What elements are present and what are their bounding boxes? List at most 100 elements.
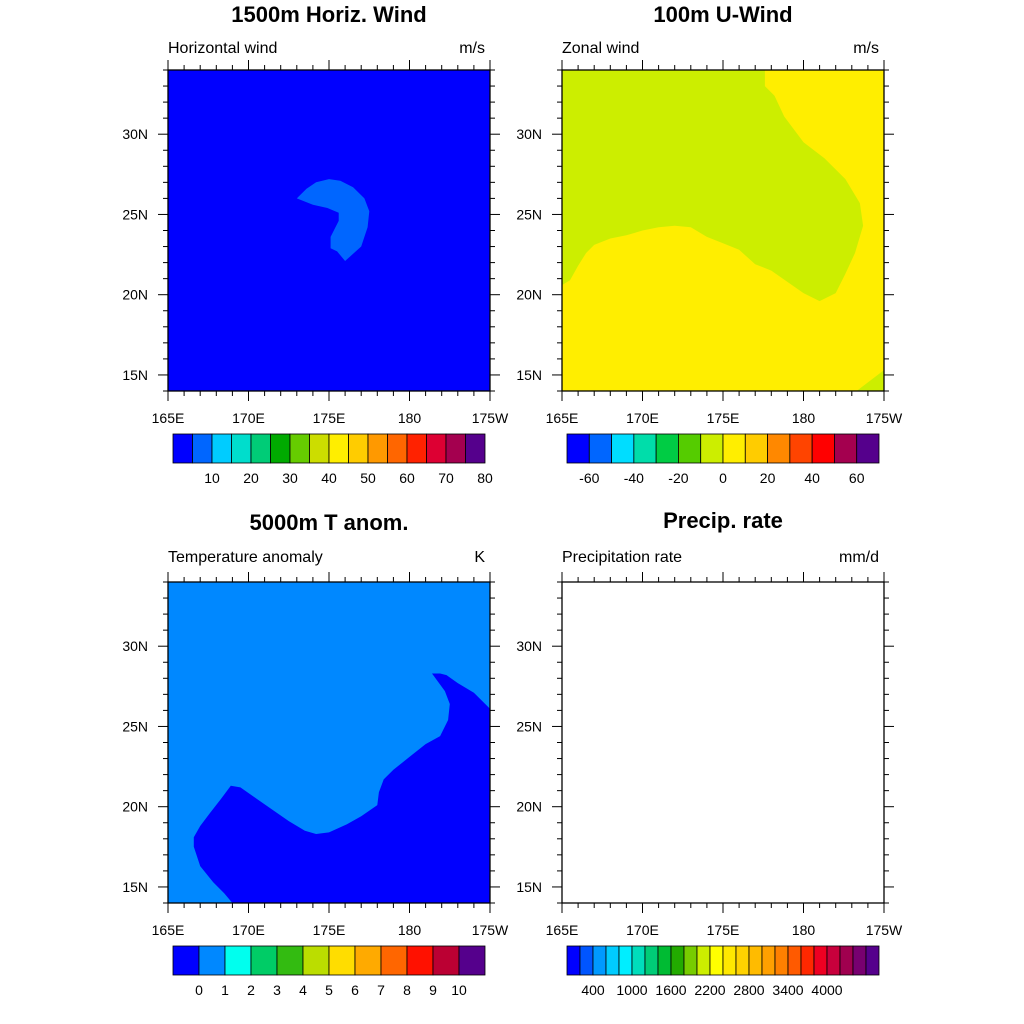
panel-title: 5000m T anom.: [250, 510, 409, 535]
colorbar-box: [387, 433, 408, 464]
colorbar-box: [865, 945, 880, 976]
colorbar-box: [834, 433, 858, 464]
colorbar-label: 2200: [694, 982, 725, 998]
x-tick-label: 175W: [866, 410, 903, 426]
colorbar-label: 40: [321, 470, 337, 486]
colorbar-box: [789, 433, 813, 464]
y-tick-label: 30N: [122, 638, 148, 654]
y-tick-label: 20N: [122, 799, 148, 815]
colorbar-box: [328, 945, 356, 976]
colorbar-label: 400: [581, 982, 605, 998]
colorbar-label: 3: [273, 982, 281, 998]
colorbar-box: [192, 433, 213, 464]
colorbar-box: [611, 433, 635, 464]
colorbar-label: 80: [477, 470, 493, 486]
y-tick-label: 20N: [516, 799, 542, 815]
x-tick-label: 175E: [707, 922, 740, 938]
colorbar-label: 30: [282, 470, 298, 486]
colorbar-label: 20: [243, 470, 259, 486]
colorbar: 0 1 2 3 4 5 6 7 8 9 10: [172, 945, 486, 998]
x-tick-label: 180: [398, 410, 422, 426]
x-tick-label: 165E: [546, 922, 579, 938]
x-tick-label: 170E: [626, 410, 659, 426]
colorbar-box: [618, 945, 633, 976]
colorbar-label: 0: [195, 982, 203, 998]
colorbar-box: [224, 945, 252, 976]
contour-region-1: [562, 70, 864, 302]
tick-marks: [158, 572, 500, 913]
map-panel-4: Precip. rate Precipitation rate mm/d 165E 17…: [516, 508, 903, 998]
x-tick-label: 170E: [232, 922, 265, 938]
x-tick-label: 165E: [152, 922, 185, 938]
tick-marks: [158, 60, 500, 401]
x-tick-label: 170E: [626, 922, 659, 938]
colorbar-box: [633, 433, 657, 464]
x-tick-label: 175E: [707, 410, 740, 426]
colorbar-box: [839, 945, 854, 976]
left-label: Precipitation rate: [562, 549, 682, 566]
colorbar-box: [767, 433, 791, 464]
colorbar-box: [826, 945, 841, 976]
colorbar-box: [800, 945, 815, 976]
colorbar-box: [813, 945, 828, 976]
colorbar-label: 10: [451, 982, 467, 998]
y-tick-label: 15N: [516, 879, 542, 895]
colorbar-box: [198, 945, 226, 976]
x-tick-label: 175W: [866, 922, 903, 938]
colorbar-label: 70: [438, 470, 454, 486]
colorbar-label: 60: [399, 470, 415, 486]
x-tick-label: 180: [792, 410, 816, 426]
colorbar-box: [655, 433, 679, 464]
colorbar-label: -20: [668, 470, 688, 486]
colorbar-box: [748, 945, 763, 976]
x-tick-label: 175W: [472, 410, 509, 426]
contour-region-1: [296, 179, 370, 261]
colorbar-label: 4000: [811, 982, 842, 998]
colorbar-label: 0: [719, 470, 727, 486]
colorbar-box: [670, 945, 685, 976]
y-tick-label: 25N: [516, 206, 542, 222]
contour-region-2: [856, 370, 884, 391]
panel-title: Precip. rate: [663, 508, 783, 533]
y-tick-label: 30N: [516, 126, 542, 142]
y-tick-label: 15N: [516, 367, 542, 383]
colorbar-box: [657, 945, 672, 976]
units-label: m/s: [459, 40, 485, 57]
y-tick-label: 30N: [122, 126, 148, 142]
colorbar-label: 40: [804, 470, 820, 486]
left-label: Zonal wind: [562, 40, 639, 57]
tick-marks: [552, 572, 894, 913]
colorbar-box: [172, 433, 193, 464]
colorbar-box: [309, 433, 330, 464]
colorbar-box: [465, 433, 486, 464]
colorbar: 10 20 30 40 50 60 70 80: [172, 433, 493, 486]
contour-background: [168, 70, 490, 391]
colorbar-label: 1: [221, 982, 229, 998]
colorbar-box: [289, 433, 310, 464]
colorbar-box: [367, 433, 388, 464]
colorbar-label: 60: [849, 470, 865, 486]
colorbar-box: [722, 433, 746, 464]
y-tick-label: 25N: [122, 718, 148, 734]
y-tick-label: 15N: [122, 879, 148, 895]
x-tick-label: 165E: [152, 410, 185, 426]
panel-title: 1500m Horiz. Wind: [231, 2, 426, 27]
colorbar-box: [406, 945, 434, 976]
colorbar-box: [380, 945, 408, 976]
colorbar-label: 2: [247, 982, 255, 998]
colorbar-label: -40: [624, 470, 644, 486]
x-tick-label: 165E: [546, 410, 579, 426]
x-tick-label: 170E: [232, 410, 265, 426]
colorbar-box: [709, 945, 724, 976]
colorbar-box: [683, 945, 698, 976]
colorbar-label: 8: [403, 982, 411, 998]
colorbar-box: [592, 945, 607, 976]
contour-background: [562, 582, 884, 903]
colorbar-label: -60: [579, 470, 599, 486]
colorbar-label: 7: [377, 982, 385, 998]
colorbar-box: [231, 433, 252, 464]
units-label: K: [474, 549, 485, 566]
colorbar-box: [328, 433, 349, 464]
